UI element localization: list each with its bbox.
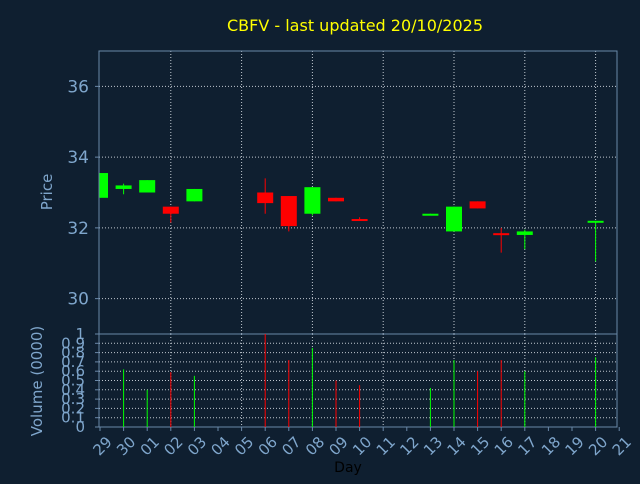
x-tick-label: 04 <box>208 433 234 459</box>
candle-body <box>469 201 486 209</box>
x-tick-label: 18 <box>538 433 564 459</box>
x-tick-label: 06 <box>255 433 281 459</box>
x-tick-label: 02 <box>160 433 186 459</box>
chart-title: CBFV - last updated 20/10/2025 <box>227 16 483 35</box>
candle-body <box>304 187 321 214</box>
price-tick-label: 30 <box>67 290 89 310</box>
volume-tick-label: 0.7 <box>61 353 85 371</box>
x-tick-label: 01 <box>137 433 163 459</box>
price-tick-label: 36 <box>67 77 89 97</box>
volume-tick-label: 0.9 <box>61 334 85 352</box>
volume-tick-label: 0.3 <box>61 390 85 408</box>
candle-body <box>351 219 368 222</box>
candle-body <box>186 188 203 202</box>
x-tick-label: 17 <box>514 433 540 459</box>
x-tick-label: 05 <box>231 433 257 459</box>
candle-body <box>139 180 156 193</box>
price-axis-label: Price <box>38 174 56 211</box>
x-tick-label: 15 <box>467 433 493 459</box>
x-tick-label: 14 <box>444 433 470 459</box>
volume-axis-label: Volume (0000) <box>28 326 46 436</box>
x-tick-label: 12 <box>396 433 422 459</box>
x-tick-label: 13 <box>420 433 446 459</box>
price-tick-label: 34 <box>67 148 89 168</box>
candle-body <box>516 231 533 235</box>
volume-tick-label: 0 <box>75 418 85 436</box>
candle-body <box>257 192 274 204</box>
candle-body <box>162 206 179 214</box>
x-tick-label: 30 <box>113 433 139 459</box>
volume-tick-label: 0.4 <box>61 381 85 399</box>
x-axis-label: Day <box>334 460 362 476</box>
x-tick-label: 19 <box>562 433 588 459</box>
volume-tick-label: 0.2 <box>61 399 85 417</box>
x-tick-label: 16 <box>491 433 517 459</box>
volume-tick-label: 0.1 <box>61 409 85 427</box>
x-tick-label: 08 <box>302 433 328 459</box>
candle-body <box>587 220 604 223</box>
candle-body <box>446 206 462 232</box>
x-tick-label: 07 <box>278 433 304 459</box>
candle-body <box>328 197 344 202</box>
volume-tick-label: 0.8 <box>61 344 85 362</box>
x-tick-label: 20 <box>585 433 611 459</box>
candle-body <box>115 185 132 189</box>
x-tick-label: 10 <box>349 433 375 459</box>
price-panel-frame <box>98 50 618 335</box>
x-tick-label: 11 <box>373 433 399 459</box>
x-tick-label: 03 <box>184 433 210 459</box>
price-tick-label: 32 <box>67 219 89 239</box>
x-tick-label: 21 <box>609 433 635 459</box>
volume-tick-label: 0.5 <box>61 372 85 390</box>
candle-body <box>100 173 108 198</box>
volume-tick-label: 1 <box>75 325 85 343</box>
candle-body <box>422 213 439 216</box>
candle-body <box>493 233 510 236</box>
x-tick-label: 29 <box>90 433 116 459</box>
candle-body <box>280 196 297 227</box>
x-tick-label: 09 <box>326 433 352 459</box>
volume-tick-label: 0.6 <box>61 362 85 380</box>
